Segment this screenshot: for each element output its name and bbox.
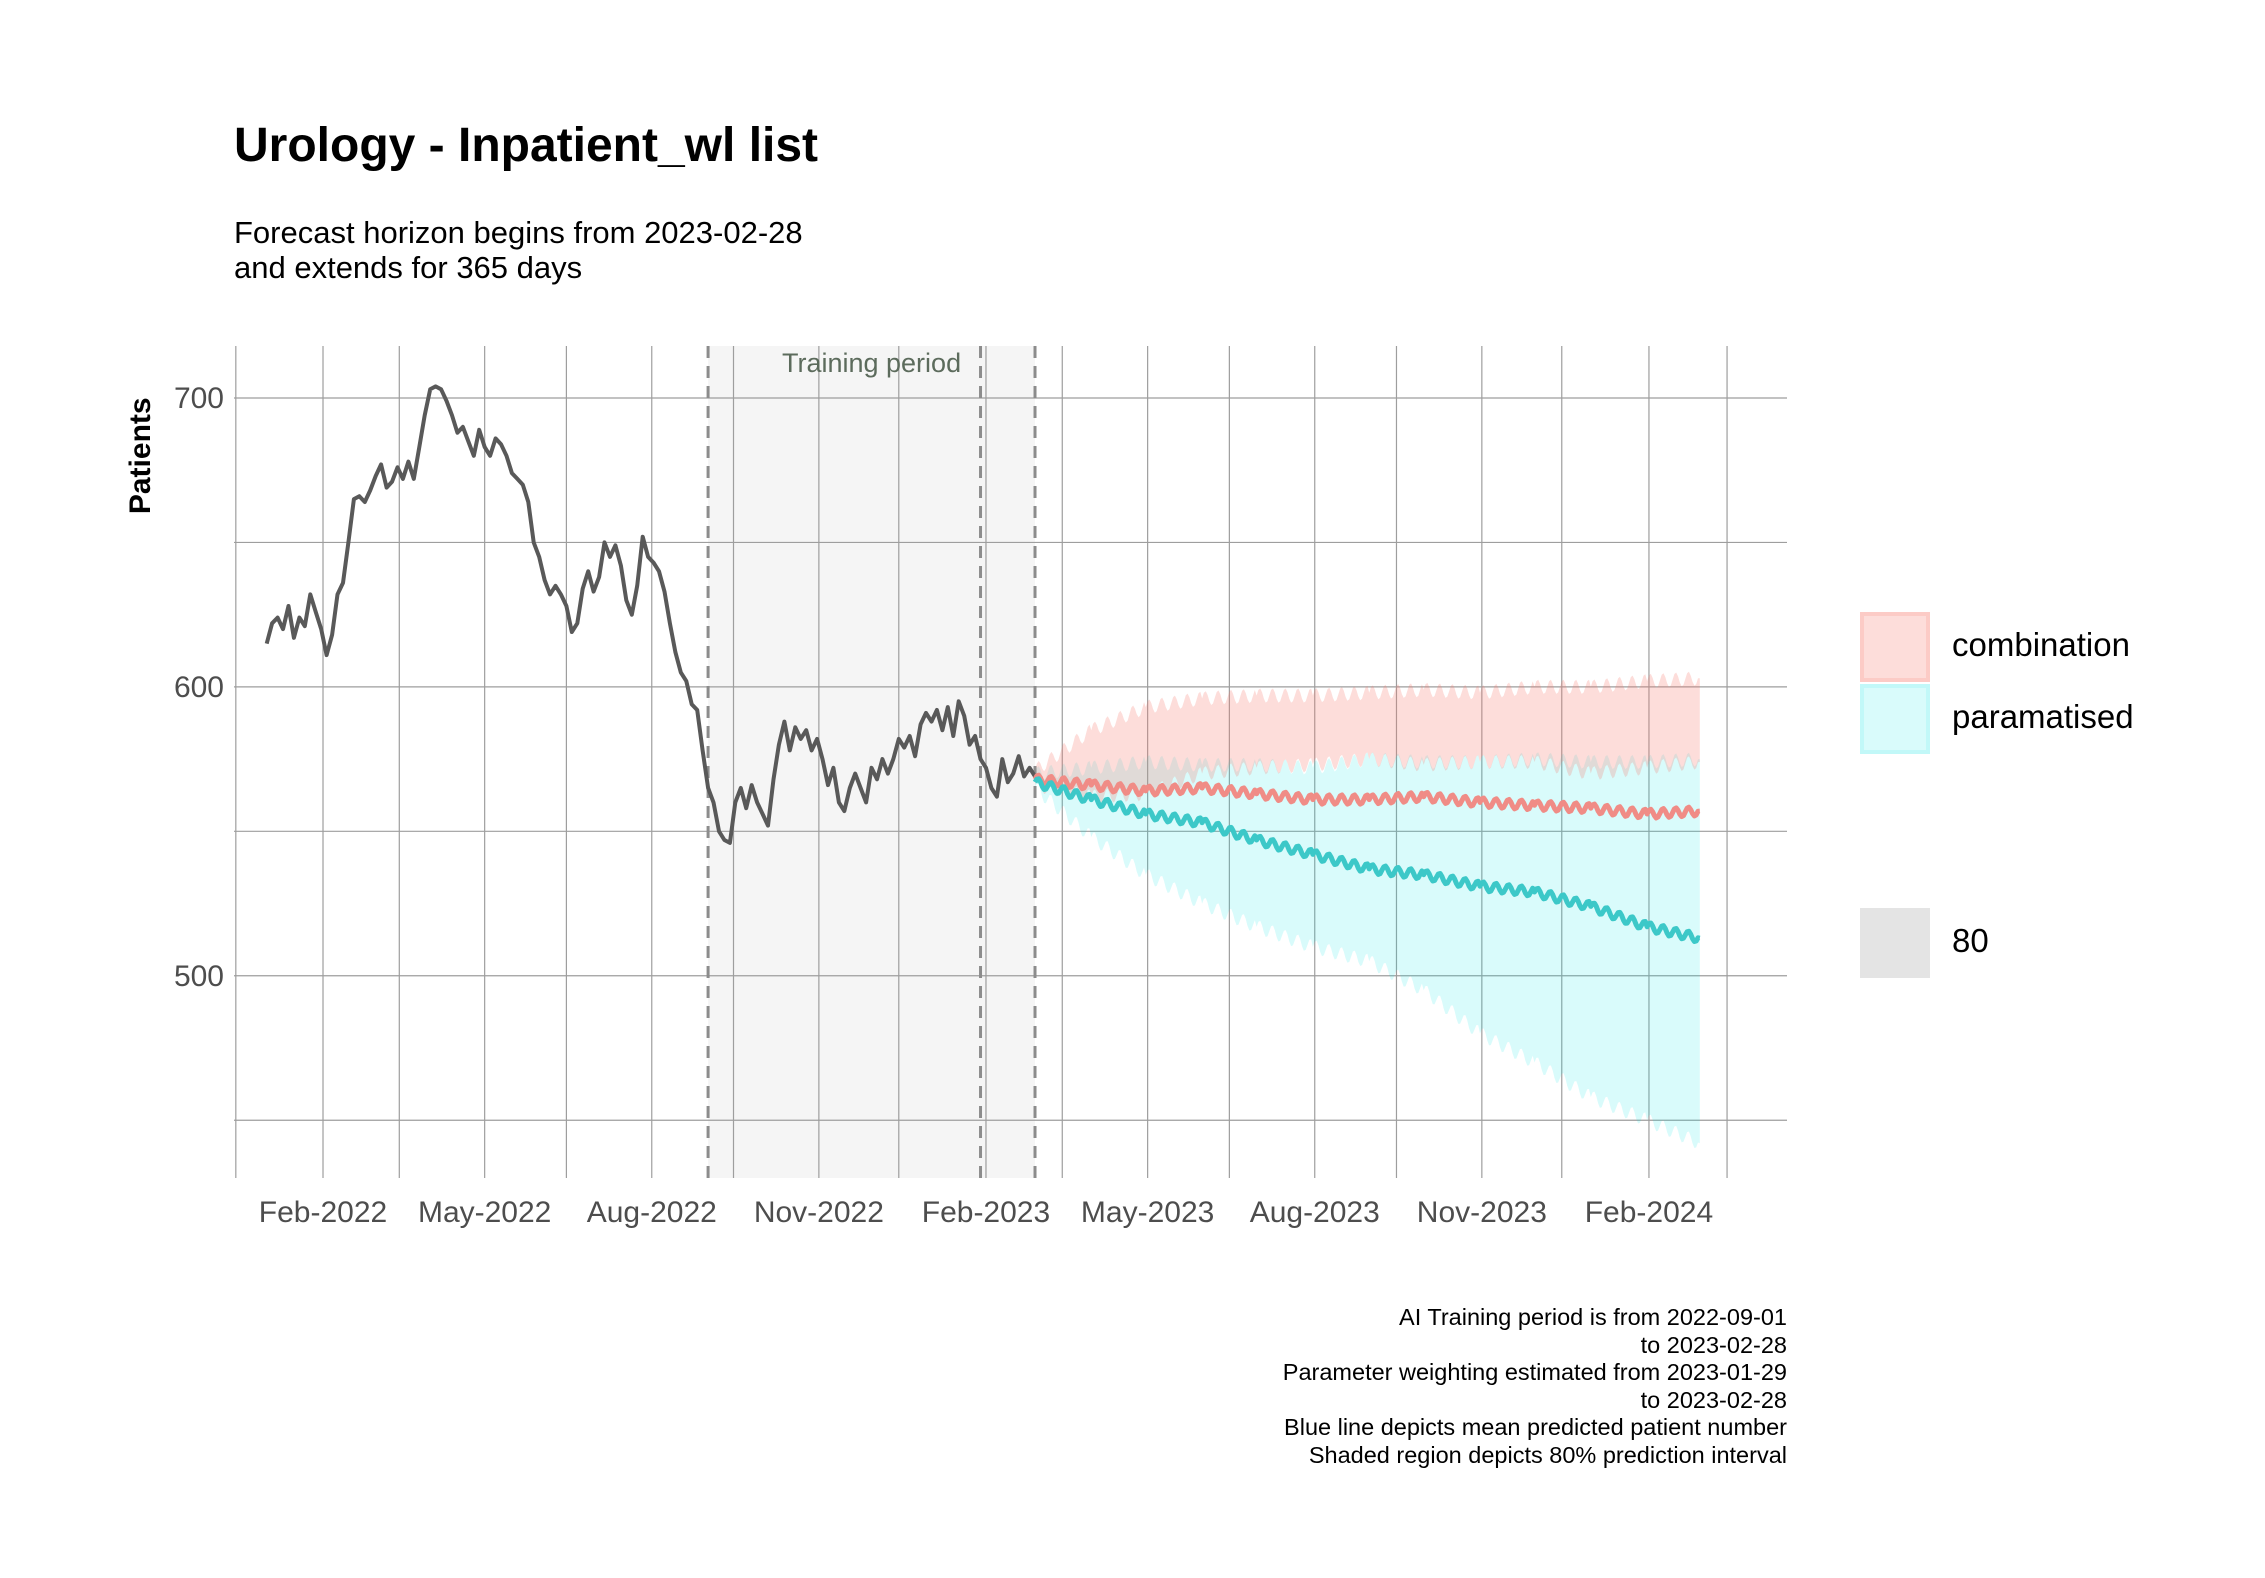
axis-labels: 500 600 700 Feb-2022 May-2022 Aug-2022 Nov-202… xyxy=(124,382,1713,1229)
x-tick-label: May-2022 xyxy=(418,1196,551,1229)
legend-label-paramatised: paramatised xyxy=(1952,698,2134,735)
x-tick-label: Nov-2023 xyxy=(1417,1196,1547,1229)
x-tick-label: Feb-2023 xyxy=(922,1196,1050,1229)
chart-title: Urology - Inpatient_wl list xyxy=(234,119,819,172)
combination-interval-band xyxy=(1035,671,1700,804)
paramatised-series-line xyxy=(1032,776,1701,944)
legend-key-paramatised xyxy=(1860,684,1930,754)
x-tick-label: Aug-2023 xyxy=(1250,1196,1380,1229)
legend-label-interval-80: 80 xyxy=(1952,922,1989,959)
caption-line: Shaded region depicts 80% prediction int… xyxy=(1308,1441,1787,1468)
y-tick-label: 500 xyxy=(174,960,224,993)
prediction-interval-bands xyxy=(1035,671,1700,1148)
x-tick-label: Feb-2022 xyxy=(259,1196,387,1229)
chart-caption: AI Training period is from 2022-09-01 to… xyxy=(1283,1304,1787,1469)
y-tick-label: 600 xyxy=(174,671,224,704)
paramatised-interval-band xyxy=(1035,752,1700,1148)
caption-line: Parameter weighting estimated from 2023-… xyxy=(1282,1359,1787,1385)
gridlines xyxy=(234,346,1787,1178)
y-tick-label: 700 xyxy=(174,382,224,415)
x-tick-label: Nov-2022 xyxy=(754,1196,884,1229)
x-tick-label: Aug-2022 xyxy=(587,1196,717,1229)
observed-series-line xyxy=(264,384,1037,845)
caption-line: to 2023-02-28 xyxy=(1640,1331,1787,1358)
x-tick-label: May-2023 xyxy=(1081,1196,1214,1229)
training-period-label: Training period xyxy=(782,348,961,378)
caption-line: Blue line depicts mean predicted patient… xyxy=(1284,1414,1787,1440)
combination-series-line xyxy=(1032,772,1701,821)
legend-label-combination: combination xyxy=(1952,626,2130,663)
caption-line: to 2023-02-28 xyxy=(1640,1386,1787,1413)
series-lines xyxy=(264,384,1701,944)
legend-key-combination xyxy=(1860,612,1930,682)
reference-lines: Training period xyxy=(706,346,1037,1178)
caption-line: AI Training period is from 2022-09-01 xyxy=(1399,1304,1787,1330)
chart-subtitle-line-1: Forecast horizon begins from 2023-02-28 xyxy=(234,215,803,250)
chart-subtitle-line-2: and extends for 365 days xyxy=(234,250,583,285)
x-tick-label: Feb-2024 xyxy=(1585,1196,1713,1229)
legend-key-interval-80 xyxy=(1860,908,1930,978)
y-axis-title: Patients xyxy=(124,397,157,514)
